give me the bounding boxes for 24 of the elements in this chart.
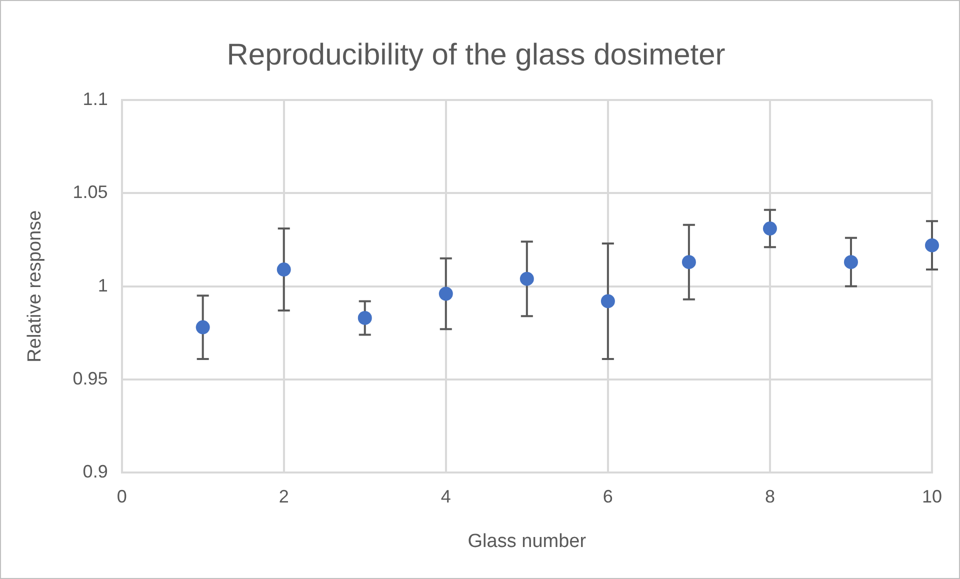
- point: [276, 262, 291, 277]
- point: [438, 286, 453, 301]
- y-tick-label: 1.1: [82, 88, 108, 109]
- y-tick-label: 0.9: [82, 462, 108, 482]
- y-tick-label: 1.05: [72, 182, 108, 202]
- point: [925, 238, 939, 252]
- chart-title: Reproducibility of the glass dosimeter: [226, 38, 726, 72]
- y-axis-title: Relative response: [24, 210, 46, 362]
- x-tick-label: 10: [922, 486, 942, 506]
- point: [844, 255, 858, 270]
- x-tick-label: 2: [278, 486, 289, 506]
- point: [762, 222, 777, 236]
- x-tick-label: 4: [440, 486, 451, 506]
- x-axis-title: Glass number: [468, 530, 587, 552]
- point: [358, 310, 372, 325]
- point: [682, 255, 696, 270]
- point: [196, 320, 210, 334]
- y-tick-label: 1: [98, 275, 108, 296]
- x-tick-label: 0: [116, 486, 127, 506]
- point: [520, 272, 534, 286]
- x-tick-label: 8: [764, 486, 775, 506]
- x-tick-label: 6: [602, 486, 613, 506]
- point: [600, 294, 615, 308]
- y-tick-label: 0.95: [72, 368, 108, 388]
